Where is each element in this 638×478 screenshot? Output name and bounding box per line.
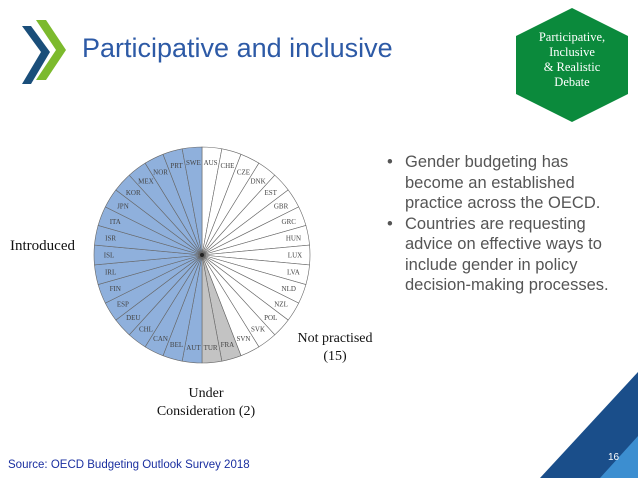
page-number: 16 — [608, 452, 620, 463]
pie-label-gbr: GBR — [274, 203, 289, 211]
pie-label-svk: SVK — [251, 326, 265, 334]
pie-label-esp: ESP — [117, 300, 129, 308]
pie-center-dot — [200, 253, 204, 257]
bullet-item: Gender budgeting has become an establish… — [385, 152, 630, 214]
badge-line: Inclusive — [549, 45, 595, 59]
logo-chevron-front-icon — [36, 20, 66, 80]
logo-chevron-back-icon — [22, 26, 50, 84]
not-practised-label-line: Not practised — [297, 331, 373, 346]
pie-label-isr: ISR — [105, 234, 116, 242]
pie-label-bel: BEL — [170, 341, 183, 349]
pie-label-dnk: DNK — [250, 177, 265, 185]
pie-label-nld: NLD — [282, 285, 296, 293]
pie-label-mex: MEX — [138, 177, 154, 185]
pie-label-pol: POL — [264, 314, 277, 322]
topic-badge-text: Participative, Inclusive & Realistic Deb… — [518, 30, 626, 90]
pie-label-est: EST — [265, 189, 278, 197]
pie-label-kor: KOR — [126, 189, 141, 197]
badge-line: Participative, — [538, 30, 606, 44]
badge-line: & Realistic — [543, 60, 601, 74]
pie-label-aus: AUS — [204, 159, 218, 167]
pie-label-hun: HUN — [286, 234, 301, 242]
not-practised-count: (15) — [323, 349, 347, 364]
pie-label-tur: TUR — [204, 344, 218, 352]
pie-label-aut: AUT — [186, 344, 201, 352]
pie-label-cze: CZE — [237, 168, 250, 176]
slide-title: Participative and inclusive — [82, 33, 393, 63]
badge-line: Debate — [554, 75, 590, 89]
pie-label-fra: FRA — [221, 341, 235, 349]
pie-label-ita: ITA — [110, 218, 121, 226]
source-note: Source: OECD Budgeting Outlook Survey 20… — [8, 459, 250, 471]
oecd-logo — [22, 20, 66, 84]
pie-label-prt: PRT — [170, 162, 183, 170]
introduced-label: Introduced — [10, 238, 75, 254]
bullet-list: Gender budgeting has become an establish… — [385, 152, 630, 296]
under-consideration-count: Consideration (2) — [156, 404, 256, 419]
under-consideration-label: Under Consideration (2) — [144, 385, 268, 421]
pie-label-lva: LVA — [287, 269, 300, 277]
under-consideration-label-line: Under — [188, 386, 224, 401]
topic-badge — [516, 8, 628, 122]
pie-label-isl: ISL — [104, 252, 115, 260]
pie-label-chl: CHL — [139, 326, 153, 334]
pie-label-lux: LUX — [288, 252, 302, 260]
pie-label-irl: IRL — [105, 269, 116, 277]
pie-label-grc: GRC — [282, 218, 297, 226]
pie-label-swe: SWE — [186, 159, 201, 167]
pie-label-can: CAN — [153, 335, 168, 343]
pie-label-che: CHE — [220, 162, 234, 170]
pie-label-nor: NOR — [153, 168, 168, 176]
pie-label-fin: FIN — [110, 285, 121, 293]
pie-label-deu: DEU — [126, 314, 140, 322]
bullet-item: Countries are requesting advice on effec… — [385, 214, 630, 296]
not-practised-label: Not practised (15) — [288, 330, 382, 366]
pie-label-svn: SVN — [236, 335, 250, 343]
pie-slice-swe — [181, 146, 203, 256]
pie-label-nzl: NZL — [274, 300, 288, 308]
pie-label-jpn: JPN — [117, 203, 129, 211]
